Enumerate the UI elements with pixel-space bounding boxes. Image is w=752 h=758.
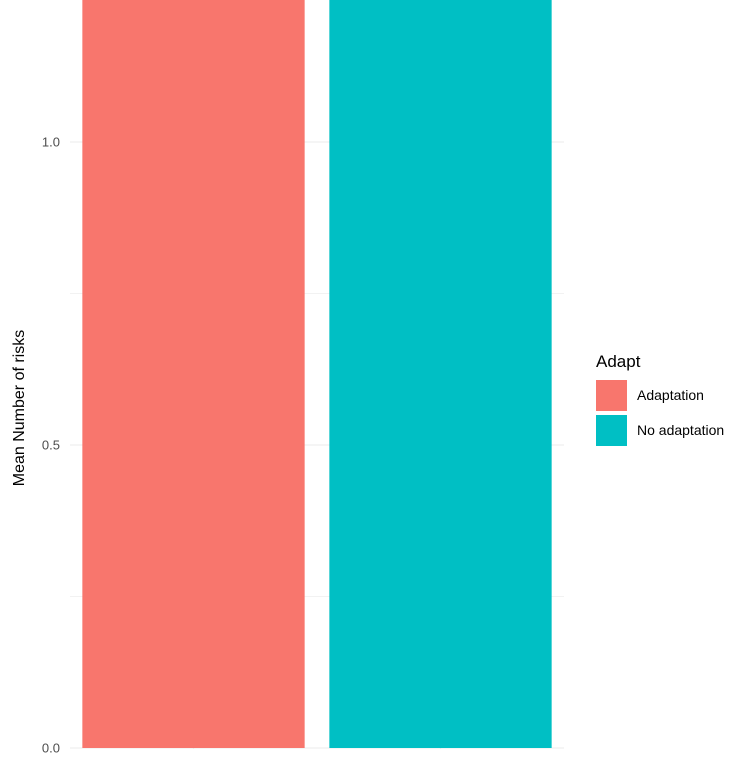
y-tick-label: 0.5: [42, 438, 60, 453]
bars: [82, 0, 552, 749]
legend-title: Adapt: [596, 352, 641, 371]
legend-label-adaptation: Adaptation: [637, 387, 704, 403]
legend-key-no-adaptation: [596, 415, 627, 446]
legend: Adapt Adaptation No adaptation: [596, 352, 724, 446]
legend-label-no-adaptation: No adaptation: [637, 422, 724, 438]
bar-no-adaptation: [329, 0, 552, 748]
bar-adaptation: [82, 0, 305, 749]
legend-key-adaptation: [596, 380, 627, 411]
y-tick-labels: 0.00.51.01.52.0: [42, 135, 60, 756]
y-tick-label: 1.0: [42, 135, 60, 150]
y-axis-title: Mean Number of risks: [11, 330, 28, 487]
y-tick-label: 0.0: [42, 741, 60, 756]
